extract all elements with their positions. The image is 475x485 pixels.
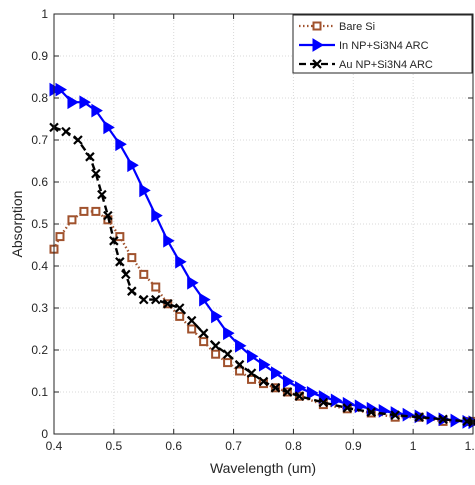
y-tick-label: 0.9 — [31, 49, 48, 63]
y-tick-label: 0.6 — [31, 175, 48, 189]
series-point-0 — [224, 359, 231, 366]
x-axis-title: Wavelength (um) — [210, 460, 316, 476]
y-tick-label: 0 — [41, 427, 48, 441]
x-tick-label: 0.4 — [46, 439, 63, 453]
y-tick-label: 0.2 — [31, 343, 48, 357]
x-tick-label: 0.9 — [345, 439, 362, 453]
y-tick-label: 0.1 — [31, 385, 48, 399]
x-tick-label: 0.5 — [106, 439, 123, 453]
y-tick-label: 0.5 — [31, 217, 48, 231]
legend-label-1: In NP+Si3N4 ARC — [339, 40, 429, 52]
y-axis-title: Absorption — [9, 191, 25, 258]
x-tick-label: 1 — [410, 439, 417, 453]
x-tick-label: 0.7 — [225, 439, 242, 453]
y-tick-label: 0.4 — [31, 259, 48, 273]
series-point-0 — [80, 208, 87, 215]
y-tick-label: 1 — [41, 7, 48, 21]
series-point-0 — [152, 284, 159, 291]
series-point-0 — [188, 326, 195, 333]
legend-label-2: Au NP+Si3N4 ARC — [339, 59, 433, 71]
series-point-0 — [176, 313, 183, 320]
series-point-0 — [92, 208, 99, 215]
legend-label-0: Bare Si — [339, 21, 375, 33]
plot-area — [54, 14, 473, 434]
series-point-0 — [212, 351, 219, 358]
y-tick-label: 0.8 — [31, 91, 48, 105]
x-tick-label: 1.1 — [465, 439, 475, 453]
x-tick-label: 0.6 — [165, 439, 182, 453]
legend: Bare Si In NP+Si3N4 ARC Au NP+Si3N4 ARC — [293, 15, 472, 73]
series-point-0 — [56, 233, 63, 240]
y-tick-label: 0.7 — [31, 133, 48, 147]
series-point-0 — [140, 271, 147, 278]
x-tick-label: 0.8 — [285, 439, 302, 453]
series-point-0 — [68, 216, 75, 223]
y-tick-label: 0.3 — [31, 301, 48, 315]
series-point-0 — [200, 338, 207, 345]
legend-marker-0 — [314, 23, 321, 30]
series-point-0 — [128, 254, 135, 261]
